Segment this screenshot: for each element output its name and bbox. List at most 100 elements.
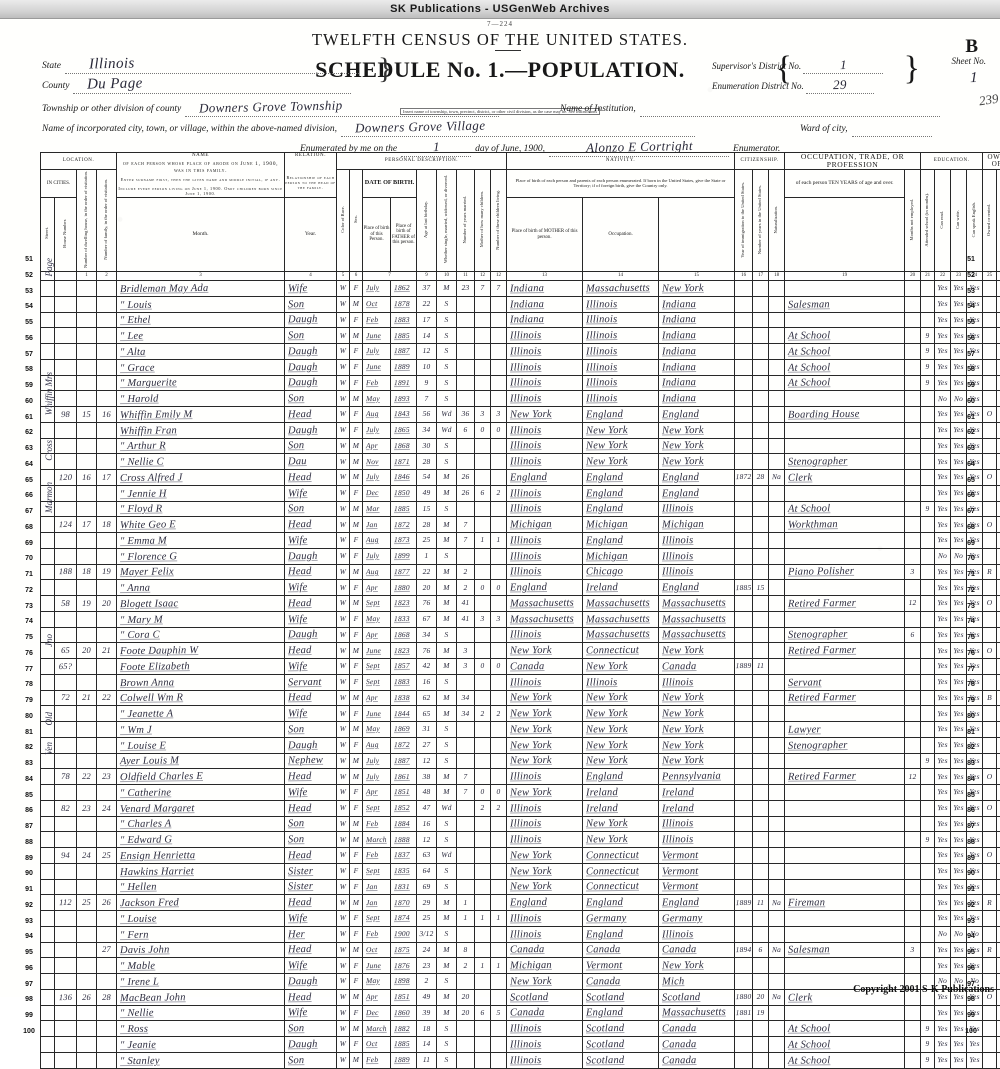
value-bp_self: Illinois bbox=[507, 912, 582, 924]
cell-read: Yes bbox=[935, 785, 951, 801]
cell-school bbox=[921, 564, 935, 580]
col-occupation: Occupation. bbox=[583, 198, 659, 272]
value-age: 38 bbox=[417, 772, 436, 780]
cell-free bbox=[997, 344, 1000, 360]
cell-house: 82 bbox=[55, 800, 77, 816]
value-ms: S bbox=[437, 394, 456, 402]
value-read: Yes bbox=[935, 694, 950, 702]
cell-name: Foote Elizabeth bbox=[117, 659, 285, 675]
name-desc-1: of each person whose place of abode on J… bbox=[117, 161, 284, 174]
value-bp_father: Scotland bbox=[583, 1038, 658, 1050]
cell-natz bbox=[769, 769, 785, 785]
cell-sex: F bbox=[350, 422, 363, 438]
cell-bp_self: Canada bbox=[507, 659, 583, 675]
cell-relation: Head bbox=[285, 470, 337, 486]
cell-yrs_married bbox=[457, 832, 475, 848]
cell-name: " Ross bbox=[117, 1021, 285, 1037]
cell-bp_mother: Canada bbox=[659, 659, 735, 675]
cell-dwelling-number bbox=[77, 580, 97, 596]
cell-name: " Jennie H bbox=[117, 485, 285, 501]
cell-age: 3/12 bbox=[417, 926, 437, 942]
value-sex: M bbox=[350, 473, 362, 481]
value-children: 0 bbox=[475, 788, 490, 796]
cell-natz bbox=[769, 533, 785, 549]
cell-immig bbox=[735, 1037, 753, 1053]
line-number: 89 bbox=[20, 855, 38, 862]
cell-free bbox=[997, 895, 1000, 911]
cell-dwelling-number bbox=[77, 926, 97, 942]
cell-yrs_us bbox=[753, 879, 769, 895]
line-number: 71 bbox=[962, 571, 980, 578]
colnum-13: 13 bbox=[507, 272, 583, 281]
cell-name: " Nellie C bbox=[117, 454, 285, 470]
cell-name: Mayer Felix bbox=[117, 564, 285, 580]
cell-race: W bbox=[337, 611, 350, 627]
cell-bp_mother: Massachusetts bbox=[659, 611, 735, 627]
cell-mo_unemp bbox=[905, 674, 921, 690]
line-number: 96 bbox=[20, 965, 38, 972]
value-read: Yes bbox=[935, 788, 950, 796]
cell-yrs_married: 34 bbox=[457, 706, 475, 722]
cell-own: R bbox=[983, 564, 997, 580]
cell-school: 9 bbox=[921, 328, 935, 344]
cell-immig bbox=[735, 328, 753, 344]
cell-sex: F bbox=[350, 785, 363, 801]
cell-family-number bbox=[97, 548, 117, 564]
value-month: March bbox=[363, 1024, 390, 1032]
line-number: 96 bbox=[962, 965, 980, 972]
cell-immig bbox=[735, 422, 753, 438]
cell-name: " Stanley bbox=[117, 1052, 285, 1068]
cell-free bbox=[997, 375, 1000, 391]
cell-own bbox=[983, 627, 997, 643]
cell-occupation: Servant bbox=[785, 674, 905, 690]
cell-natz bbox=[769, 344, 785, 360]
value-ms: S bbox=[437, 678, 456, 686]
cell-family-number bbox=[97, 974, 117, 990]
cell-dwelling-number: 17 bbox=[77, 517, 97, 533]
value-race: W bbox=[337, 584, 349, 592]
cell-bp_father: Connecticut bbox=[583, 863, 659, 879]
cell-living: 5 bbox=[491, 1005, 507, 1021]
cell-name: " Cora C bbox=[117, 627, 285, 643]
value-name: Bridleman May Ada bbox=[117, 282, 284, 296]
cell-yrs_married: 2 bbox=[457, 958, 475, 974]
colgroup-occupation: OCCUPATION, TRADE, OR PROFESSION bbox=[785, 153, 921, 170]
cell-race: W bbox=[337, 942, 350, 958]
value-race: W bbox=[337, 505, 349, 513]
cell-year: 1876 bbox=[391, 958, 417, 974]
value-race: W bbox=[337, 725, 349, 733]
cell-children bbox=[475, 438, 491, 454]
value-bp_father: Illinois bbox=[583, 676, 658, 688]
cell-yrs_us bbox=[753, 848, 769, 864]
cell-family-number bbox=[97, 674, 117, 690]
value-month: Sept bbox=[363, 914, 390, 922]
value-living: 1 bbox=[491, 962, 506, 970]
value-bp_father: Illinois bbox=[583, 314, 658, 326]
colnum-1: 1 bbox=[77, 272, 97, 281]
cell-sex: M bbox=[350, 643, 363, 659]
cell-occupation: At School bbox=[785, 1021, 905, 1037]
ward-label: Ward of city, bbox=[800, 124, 848, 134]
value-occupation: Fireman bbox=[785, 896, 904, 909]
cell-living: 0 bbox=[491, 422, 507, 438]
value-read: Yes bbox=[935, 615, 950, 623]
cell-own: O bbox=[983, 643, 997, 659]
line-number: 55 bbox=[962, 319, 980, 326]
cell-name: " Louise bbox=[117, 911, 285, 927]
value-yrs_us: 20 bbox=[753, 993, 768, 1001]
value-bp_mother: Illinois bbox=[659, 566, 734, 578]
value-occupation: Stenographer bbox=[785, 455, 904, 468]
cell-immig bbox=[735, 564, 753, 580]
value-family: 21 bbox=[97, 646, 116, 655]
line-number: 69 bbox=[962, 540, 980, 547]
value-ms: M bbox=[437, 583, 456, 591]
cell-yrs_married bbox=[457, 753, 475, 769]
cell-mo_unemp bbox=[905, 800, 921, 816]
cell-month: Aug bbox=[363, 407, 391, 423]
cell-relation: Daugh bbox=[285, 359, 337, 375]
cell-natz bbox=[769, 375, 785, 391]
cell-yrs_married bbox=[457, 974, 475, 990]
